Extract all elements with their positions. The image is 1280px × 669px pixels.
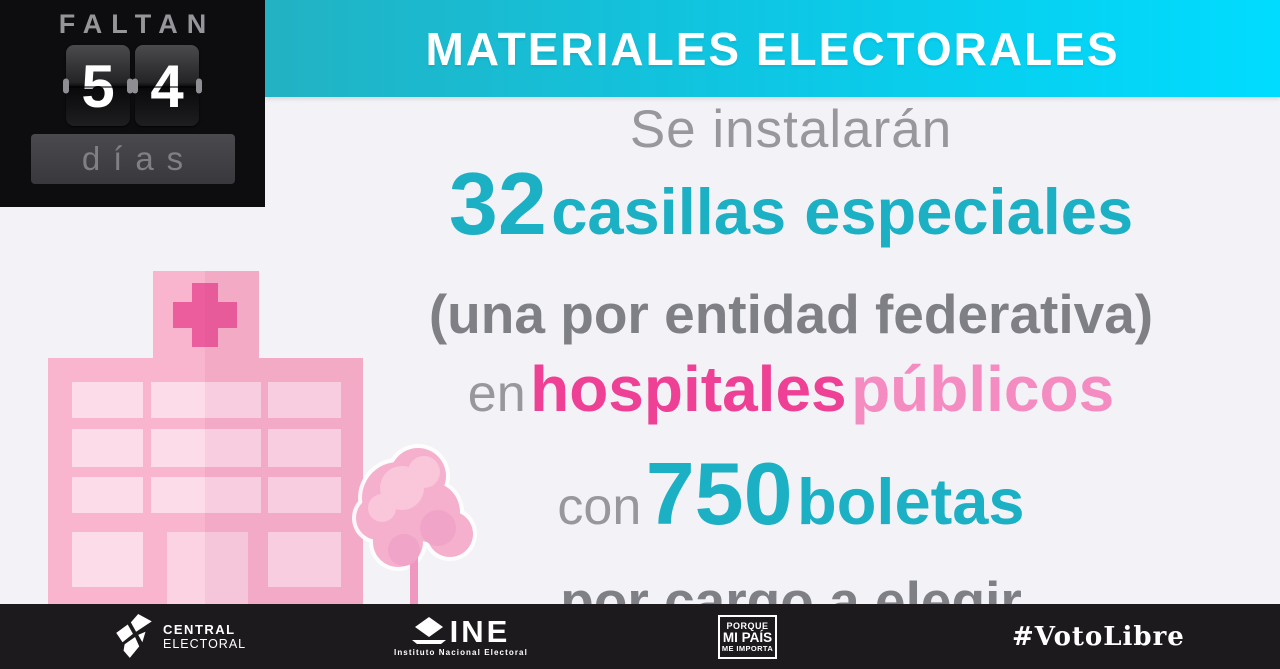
hospital-shading (205, 271, 363, 604)
flip-card-ones: 4 (132, 45, 202, 126)
central-electoral-line2: ELECTORAL (163, 636, 247, 651)
hospital-windows (72, 382, 341, 587)
headline: Se instalarán 32 casillas especiales (un… (310, 100, 1272, 631)
tree (352, 444, 477, 604)
campaign-line3: ME IMPORTA (721, 643, 774, 653)
casillas-label: casillas especiales (551, 175, 1134, 248)
countdown-digit-ones: 4 (150, 52, 184, 120)
ine-logo-row: INE (411, 613, 511, 649)
countdown-digit-tens: 5 (81, 52, 115, 120)
flip-hinge-icon (132, 78, 138, 93)
hospital-illustration (0, 250, 480, 604)
campaign-line1: PORQUE (726, 620, 769, 631)
campaign-box: PORQUE MI PAÍS ME IMPORTA (718, 614, 777, 659)
tree-foliage-highlight (368, 456, 440, 522)
ine-ballot-diamond-icon (411, 616, 446, 644)
countdown-box: FALTAN 5 4 días (0, 0, 265, 207)
footer: CENTRAL ELECTORAL INE Instituto Nacional… (0, 604, 1280, 669)
headline-line-3: (una por entidad federativa) (428, 283, 1154, 345)
hospital-illustration-svg (48, 271, 477, 604)
central-electoral-logo: CENTRAL ELECTORAL (112, 613, 247, 660)
hospitales-word: hospitales (530, 353, 847, 425)
banner: MATERIALES ELECTORALES (265, 0, 1280, 97)
banner-title: MATERIALES ELECTORALES (425, 22, 1120, 75)
flip-clock: 5 4 (63, 45, 202, 126)
countdown-unit: días (30, 134, 235, 184)
ine-acronym: INE (449, 613, 511, 649)
boletas-count: 750 (645, 444, 793, 543)
flip-card-tens: 5 (63, 45, 133, 126)
flip-hinge-icon (196, 78, 202, 93)
ine-subtitle: Instituto Nacional Electoral (394, 647, 528, 657)
hashtag: #VotoLibre (1012, 621, 1185, 652)
publicos-word: públicos (851, 353, 1115, 425)
line4-prefix: en (467, 365, 526, 423)
ine-logo: INE Instituto Nacional Electoral (394, 613, 528, 657)
central-electoral-icon (116, 613, 152, 658)
headline-line-4: en hospitales públicos (310, 354, 1272, 442)
hospital-door (167, 532, 248, 604)
campaign-line2: MI PAÍS (722, 629, 773, 645)
medical-cross-icon (173, 283, 237, 347)
tree-foliage-shadow (388, 510, 456, 566)
central-electoral-text: CENTRAL ELECTORAL (163, 621, 247, 651)
boletas-label: boletas (797, 465, 1025, 538)
countdown-label: FALTAN (58, 9, 216, 39)
headline-line-2: 32 casillas especiales (310, 160, 1272, 274)
headline-line-1: Se instalarán (629, 100, 953, 159)
flip-hinge-icon (63, 78, 69, 93)
flip-hinge-icon (127, 78, 133, 93)
line5-prefix: con (557, 478, 642, 536)
headline-line-5: con 750 boletas (310, 450, 1272, 564)
casillas-count: 32 (448, 154, 547, 253)
central-electoral-line1: CENTRAL (163, 621, 236, 637)
